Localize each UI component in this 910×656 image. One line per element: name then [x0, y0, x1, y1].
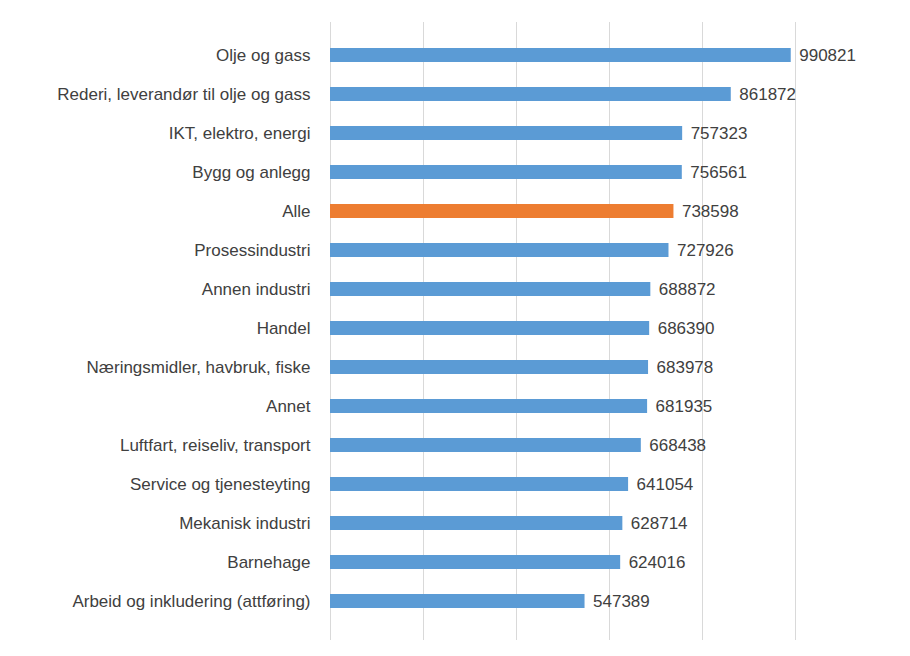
svg-text:Prosessindustri: Prosessindustri	[194, 241, 310, 260]
svg-text:641054: 641054	[637, 475, 694, 494]
svg-text:681935: 681935	[656, 397, 713, 416]
svg-text:688872: 688872	[659, 280, 716, 299]
svg-text:Alle: Alle	[282, 202, 310, 221]
svg-text:Arbeid og inkludering (attføri: Arbeid og inkludering (attføring)	[72, 592, 310, 611]
svg-text:Luftfart, reiseliv, transport: Luftfart, reiseliv, transport	[120, 436, 311, 455]
svg-text:Bygg og anlegg: Bygg og anlegg	[192, 163, 310, 182]
svg-text:756561: 756561	[690, 163, 747, 182]
svg-text:668438: 668438	[649, 436, 706, 455]
svg-text:628714: 628714	[631, 514, 688, 533]
svg-text:Service og tjenesteyting: Service og tjenesteyting	[130, 475, 311, 494]
svg-text:727926: 727926	[677, 241, 734, 260]
svg-text:IKT, elektro, energi: IKT, elektro, energi	[169, 124, 311, 143]
svg-text:Rederi, leverandør til olje og: Rederi, leverandør til olje og gass	[57, 85, 310, 104]
svg-text:547389: 547389	[593, 592, 650, 611]
svg-text:683978: 683978	[657, 358, 714, 377]
svg-text:757323: 757323	[691, 124, 748, 143]
svg-text:Annen industri: Annen industri	[202, 280, 311, 299]
svg-text:861872: 861872	[739, 85, 796, 104]
svg-text:624016: 624016	[629, 553, 686, 572]
svg-text:Annet: Annet	[266, 397, 311, 416]
svg-text:Barnehage: Barnehage	[227, 553, 310, 572]
svg-text:738598: 738598	[682, 202, 739, 221]
svg-text:990821: 990821	[799, 46, 856, 65]
svg-text:Handel: Handel	[257, 319, 311, 338]
svg-text:Olje og gass: Olje og gass	[216, 46, 311, 65]
svg-text:Mekanisk industri: Mekanisk industri	[179, 514, 310, 533]
svg-text:Næringsmidler, havbruk, fiske: Næringsmidler, havbruk, fiske	[87, 358, 311, 377]
svg-text:686390: 686390	[658, 319, 715, 338]
